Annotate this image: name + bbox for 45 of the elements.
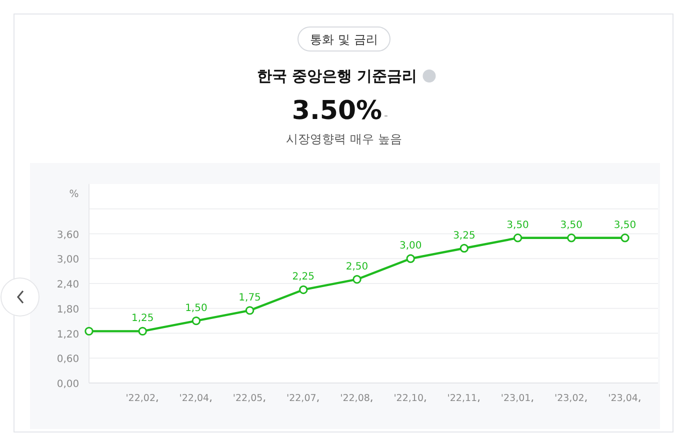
x-tick-label: '22,08 xyxy=(340,393,370,404)
data-label: 2,25 xyxy=(292,272,315,283)
data-label: 2,50 xyxy=(346,261,368,272)
data-label: 3,50 xyxy=(560,220,583,231)
point xyxy=(567,234,576,242)
chart-subtitle: 통화 및 금리 xyxy=(310,32,378,46)
x-tick-label: '22,10 xyxy=(394,393,424,404)
text: 3.50% xyxy=(292,96,382,126)
text: 시장영향력 매우 높음 xyxy=(286,132,402,146)
chart: 통화 및 금리 한국 중앙은행 기준금리 xyxy=(256,26,418,85)
text: - xyxy=(384,109,388,122)
y-tick-label: 3,60 xyxy=(56,230,80,241)
data-label: 1,75 xyxy=(238,292,261,304)
point xyxy=(352,275,362,284)
point xyxy=(620,234,630,242)
data-label: 1,50 xyxy=(185,302,208,314)
x-tick-label: '22,04 xyxy=(179,393,210,404)
point xyxy=(84,326,94,336)
data-label: 1,25 xyxy=(131,313,154,324)
x-tick-label: '22,05 xyxy=(232,393,263,404)
chart-title: 한국 중앙은행 기준금리 xyxy=(256,67,418,85)
data-label: 3,00 xyxy=(399,240,422,252)
point xyxy=(406,254,415,263)
x-tick-label: '22,07 xyxy=(286,393,316,404)
y-axis-title: % xyxy=(69,189,79,200)
y-tick-label: 3,00 xyxy=(56,254,80,266)
data-label: 3,25 xyxy=(453,230,476,242)
y-tick-label: 1,20 xyxy=(56,329,80,340)
point xyxy=(245,306,254,315)
x-tick-label: '23,04 xyxy=(608,393,638,404)
y-tick-label: 0,60 xyxy=(56,354,80,366)
y-tick-label: 1,80 xyxy=(56,304,80,316)
point xyxy=(513,234,522,242)
data-label: 3,50 xyxy=(614,220,636,231)
data-label: 3,50 xyxy=(506,220,529,231)
x-tick-label: '22,11 xyxy=(447,393,478,404)
point xyxy=(460,244,469,253)
x-tick-label: '23,01 xyxy=(500,393,531,404)
point xyxy=(299,285,308,294)
point xyxy=(192,316,201,326)
point xyxy=(138,326,147,336)
x-tick-label: '23,02 xyxy=(554,393,584,404)
y-tick-label: 2,40 xyxy=(56,280,80,290)
y-tick-label: 0,00 xyxy=(56,379,80,390)
x-tick-label: '22,02 xyxy=(126,393,156,404)
